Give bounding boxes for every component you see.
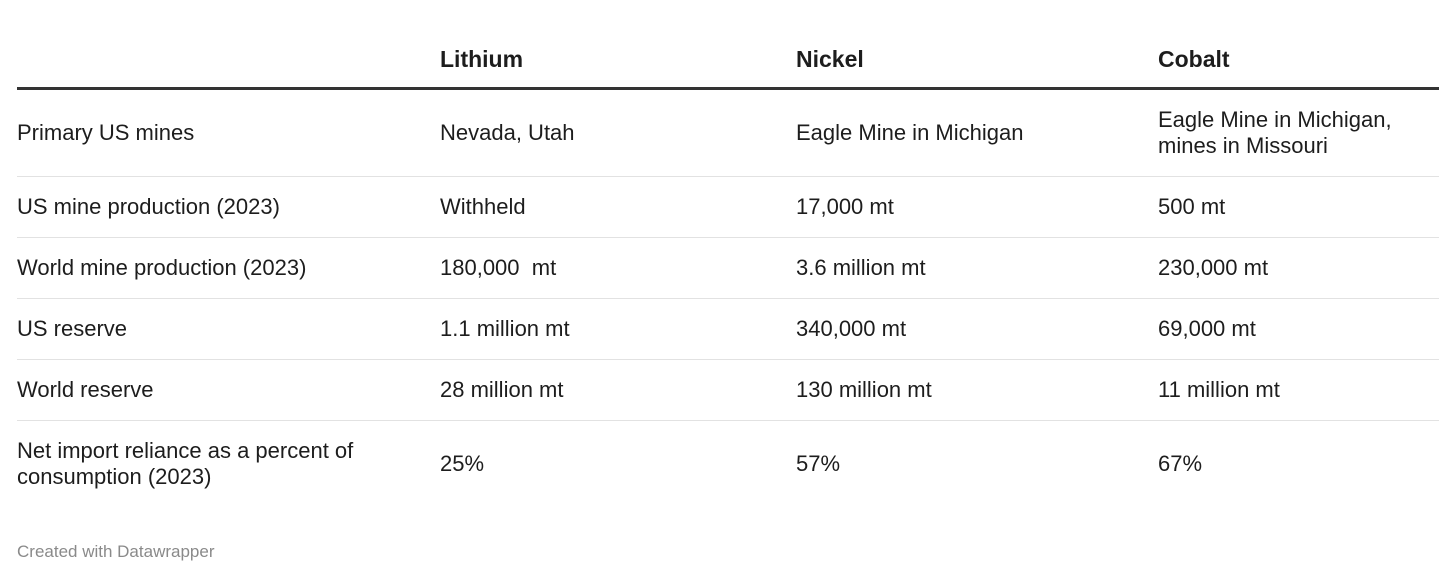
table-row-world-mine-production: World mine production (2023) 180,000 mt … bbox=[17, 237, 1439, 299]
table-cell: 130 million mt bbox=[796, 359, 1158, 421]
table-cell: 1.1 million mt bbox=[440, 298, 796, 360]
table-cell: 500 mt bbox=[1158, 176, 1439, 238]
table-cell: 230,000 mt bbox=[1158, 237, 1439, 299]
table-header-row: Lithium Nickel Cobalt bbox=[17, 0, 1439, 90]
table-cell: 17,000 mt bbox=[796, 176, 1158, 238]
row-label: US mine production (2023) bbox=[17, 176, 440, 238]
table-row-us-mine-production: US mine production (2023) Withheld 17,00… bbox=[17, 176, 1439, 238]
datawrapper-credit: Created with Datawrapper bbox=[17, 542, 215, 561]
table-row-primary-us-mines: Primary US mines Nevada, Utah Eagle Mine… bbox=[17, 88, 1439, 177]
table-row-net-import-reliance: Net import reliance as a percent of cons… bbox=[17, 420, 1439, 508]
table-cell: 180,000 mt bbox=[440, 237, 796, 299]
row-label: World reserve bbox=[17, 359, 440, 421]
table-cell: 3.6 million mt bbox=[796, 237, 1158, 299]
data-table-container: Lithium Nickel Cobalt Primary US mines N… bbox=[17, 0, 1439, 508]
table-cell: 67% bbox=[1158, 451, 1203, 477]
table-cell: Eagle Mine in Michigan, mines in Missour… bbox=[1158, 88, 1439, 177]
table-row-world-reserve: World reserve 28 million mt 130 million … bbox=[17, 359, 1439, 421]
column-header-nickel: Nickel bbox=[796, 0, 1158, 90]
table-cell: Withheld bbox=[440, 176, 796, 238]
table-cell: 25% bbox=[440, 451, 485, 477]
row-label: Net import reliance as a percent of cons… bbox=[17, 438, 354, 490]
table-cell: Nevada, Utah bbox=[440, 88, 796, 177]
table-cell: Eagle Mine in Michigan bbox=[796, 88, 1158, 177]
column-header-label bbox=[17, 0, 440, 90]
table-cell: 57% bbox=[796, 451, 841, 477]
column-header-lithium: Lithium bbox=[440, 0, 796, 90]
row-label: Primary US mines bbox=[17, 88, 440, 177]
table-row-us-reserve: US reserve 1.1 million mt 340,000 mt 69,… bbox=[17, 298, 1439, 360]
table-cell: 28 million mt bbox=[440, 359, 796, 421]
table-cell: 340,000 mt bbox=[796, 298, 1158, 360]
table-cell: 69,000 mt bbox=[1158, 298, 1439, 360]
table-cell: 11 million mt bbox=[1158, 359, 1439, 421]
row-label: World mine production (2023) bbox=[17, 237, 440, 299]
data-table: Lithium Nickel Cobalt Primary US mines N… bbox=[17, 0, 1439, 508]
row-label: US reserve bbox=[17, 298, 440, 360]
column-header-cobalt: Cobalt bbox=[1158, 0, 1439, 90]
